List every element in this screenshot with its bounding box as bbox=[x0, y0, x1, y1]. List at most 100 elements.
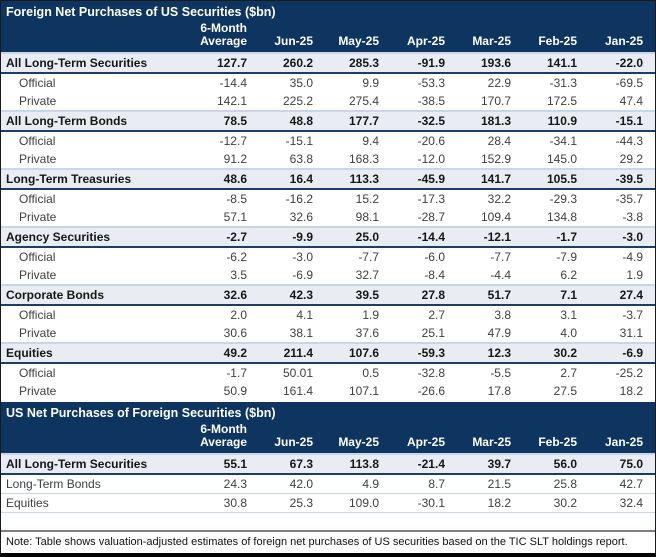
value-cell: 25.8 bbox=[523, 474, 589, 494]
value-cell: 109.0 bbox=[325, 493, 391, 513]
value-cell: 75.0 bbox=[589, 453, 655, 475]
value-cell: 17.8 bbox=[487, 384, 511, 398]
table-body: All Long-Term Securities 55.1 67.3 113.8 -21… bbox=[1, 453, 655, 513]
value-cell: -14.4 bbox=[219, 76, 247, 90]
value-cell: -16.2 bbox=[285, 192, 313, 206]
value-cell: 168.3 bbox=[348, 152, 379, 166]
value-cell: 39.7 bbox=[457, 453, 523, 475]
value-cell: 22.9 bbox=[487, 76, 511, 90]
data-row: Official -6.2 -3.0 -7.7 -6.0 -7.7 -7.9 -4.9 bbox=[1, 247, 655, 266]
value-cell: -30.1 bbox=[391, 493, 457, 513]
value-cell: -3.7 bbox=[622, 308, 644, 322]
value-cell: 172.5 bbox=[546, 94, 577, 108]
data-row: Private 3.5 -6.9 32.7 -8.4 -4.4 6.2 1.9 bbox=[1, 266, 655, 285]
value-cell: 170.7 bbox=[480, 94, 511, 108]
value-cell: -14.4 bbox=[391, 226, 457, 248]
value-cell: -59.3 bbox=[391, 342, 457, 364]
data-row: Official -12.7 -15.1 9.4 -20.6 28.4 -34.1 -44.3 bbox=[1, 131, 655, 150]
value-cell: 8.7 bbox=[391, 474, 457, 494]
value-cell: 0.5 bbox=[362, 366, 379, 380]
row-label: Long-Term Bonds bbox=[1, 474, 193, 494]
row-label: Official bbox=[19, 192, 56, 206]
value-cell: -7.7 bbox=[358, 250, 379, 264]
value-cell: 91.2 bbox=[223, 152, 247, 166]
value-cell: 78.5 bbox=[193, 110, 259, 132]
value-cell: 181.3 bbox=[457, 110, 523, 132]
value-cell: 30.2 bbox=[523, 493, 589, 513]
footnote: Note: Table shows valuation-adjusted est… bbox=[1, 530, 655, 553]
value-cell: 38.1 bbox=[289, 326, 313, 340]
row-label: Private bbox=[19, 152, 57, 166]
value-cell: -1.7 bbox=[226, 366, 247, 380]
value-cell: -38.5 bbox=[417, 94, 445, 108]
value-cell: 56.0 bbox=[523, 453, 589, 475]
value-cell: 29.2 bbox=[619, 152, 644, 166]
value-cell: 28.4 bbox=[487, 134, 511, 148]
value-cell: 1.9 bbox=[626, 268, 644, 282]
value-cell: 18.2 bbox=[619, 384, 644, 398]
value-cell: 113.8 bbox=[325, 453, 391, 475]
value-cell: 145.0 bbox=[546, 152, 577, 166]
value-cell: -31.3 bbox=[549, 76, 577, 90]
section-row: Corporate Bonds 32.6 42.3 39.5 27.8 51.7 7.1 27… bbox=[1, 284, 655, 306]
value-cell: -28.7 bbox=[417, 210, 445, 224]
column-header-month: Jun-25 bbox=[259, 423, 325, 454]
value-cell: -12.0 bbox=[417, 152, 445, 166]
row-label: All Long-Term Securities bbox=[1, 453, 193, 475]
value-cell: -91.9 bbox=[391, 52, 457, 74]
row-label: Corporate Bonds bbox=[1, 284, 193, 306]
value-cell: 42.7 bbox=[589, 474, 655, 494]
row-label: Official bbox=[19, 76, 56, 90]
table-title-row: US Net Purchases of Foreign Securities (… bbox=[1, 402, 655, 423]
value-cell: 4.1 bbox=[296, 308, 313, 322]
value-cell: -3.8 bbox=[622, 210, 644, 224]
average-header-line2: Average bbox=[200, 34, 247, 48]
row-label: Official bbox=[19, 250, 56, 264]
value-cell: 110.9 bbox=[523, 110, 589, 132]
data-row: Official 2.0 4.1 1.9 2.7 3.8 3.1 -3.7 bbox=[1, 305, 655, 324]
section-row: All Long-Term Securities 55.1 67.3 113.8 -21… bbox=[1, 453, 655, 475]
value-cell: 25.1 bbox=[421, 326, 445, 340]
value-cell: -6.2 bbox=[226, 250, 247, 264]
value-cell: 30.2 bbox=[523, 342, 589, 364]
row-label: All Long-Term Bonds bbox=[1, 110, 193, 132]
data-row: Private 50.9 161.4 107.1 -26.6 17.8 27.5 18.2 bbox=[1, 382, 655, 400]
value-cell: 32.6 bbox=[193, 284, 259, 306]
value-cell: -2.7 bbox=[193, 226, 259, 248]
table-body: All Long-Term Securities 127.7 260.2 285.3-… bbox=[1, 52, 655, 400]
value-cell: -6.9 bbox=[589, 342, 655, 364]
value-cell: 9.9 bbox=[362, 76, 379, 90]
value-cell: 25.0 bbox=[325, 226, 391, 248]
table-title-row: Foreign Net Purchases of US Securities (… bbox=[1, 1, 655, 22]
row-label: Private bbox=[19, 210, 57, 224]
value-cell: 142.1 bbox=[216, 94, 247, 108]
table-title: US Net Purchases of Foreign Securities (… bbox=[1, 402, 655, 423]
data-row: Long-Term Bonds 24.3 42.0 4.9 8.7 21.5 25.8 42.… bbox=[1, 474, 655, 494]
value-cell: -6.9 bbox=[292, 268, 313, 282]
value-cell: 35.0 bbox=[289, 76, 313, 90]
value-cell: -15.1 bbox=[285, 134, 313, 148]
value-cell: -45.9 bbox=[391, 168, 457, 190]
value-cell: 24.3 bbox=[193, 474, 259, 494]
value-cell: 12.3 bbox=[457, 342, 523, 364]
value-cell: 152.9 bbox=[480, 152, 511, 166]
data-row: Private 142.1 225.2 275.4 -38.5 170.7 172.5 47.… bbox=[1, 92, 655, 111]
data-row: Private 30.6 38.1 37.6 25.1 47.9 4.0 31.1 bbox=[1, 324, 655, 343]
value-cell: 47.4 bbox=[619, 94, 644, 108]
average-header-line2: Average bbox=[200, 435, 247, 449]
column-header-month: Jun-25 bbox=[259, 22, 325, 53]
column-header-month: Mar-25 bbox=[457, 22, 523, 53]
value-cell: 48.8 bbox=[259, 110, 325, 132]
value-cell: 105.5 bbox=[523, 168, 589, 190]
section-row: Agency Securities -2.7 -9.9 25.0 -14.4 -12.1-… bbox=[1, 226, 655, 248]
value-cell: 107.6 bbox=[325, 342, 391, 364]
value-cell: -1.7 bbox=[523, 226, 589, 248]
value-cell: -12.1 bbox=[457, 226, 523, 248]
foreign-net-purchases-table: Foreign Net Purchases of US Securities (… bbox=[1, 1, 655, 400]
value-cell: 134.8 bbox=[546, 210, 577, 224]
label-column-spacer bbox=[1, 423, 193, 454]
value-cell: 32.2 bbox=[487, 192, 511, 206]
value-cell: 98.1 bbox=[355, 210, 379, 224]
row-label: Agency Securities bbox=[1, 226, 193, 248]
value-cell: 57.1 bbox=[223, 210, 247, 224]
